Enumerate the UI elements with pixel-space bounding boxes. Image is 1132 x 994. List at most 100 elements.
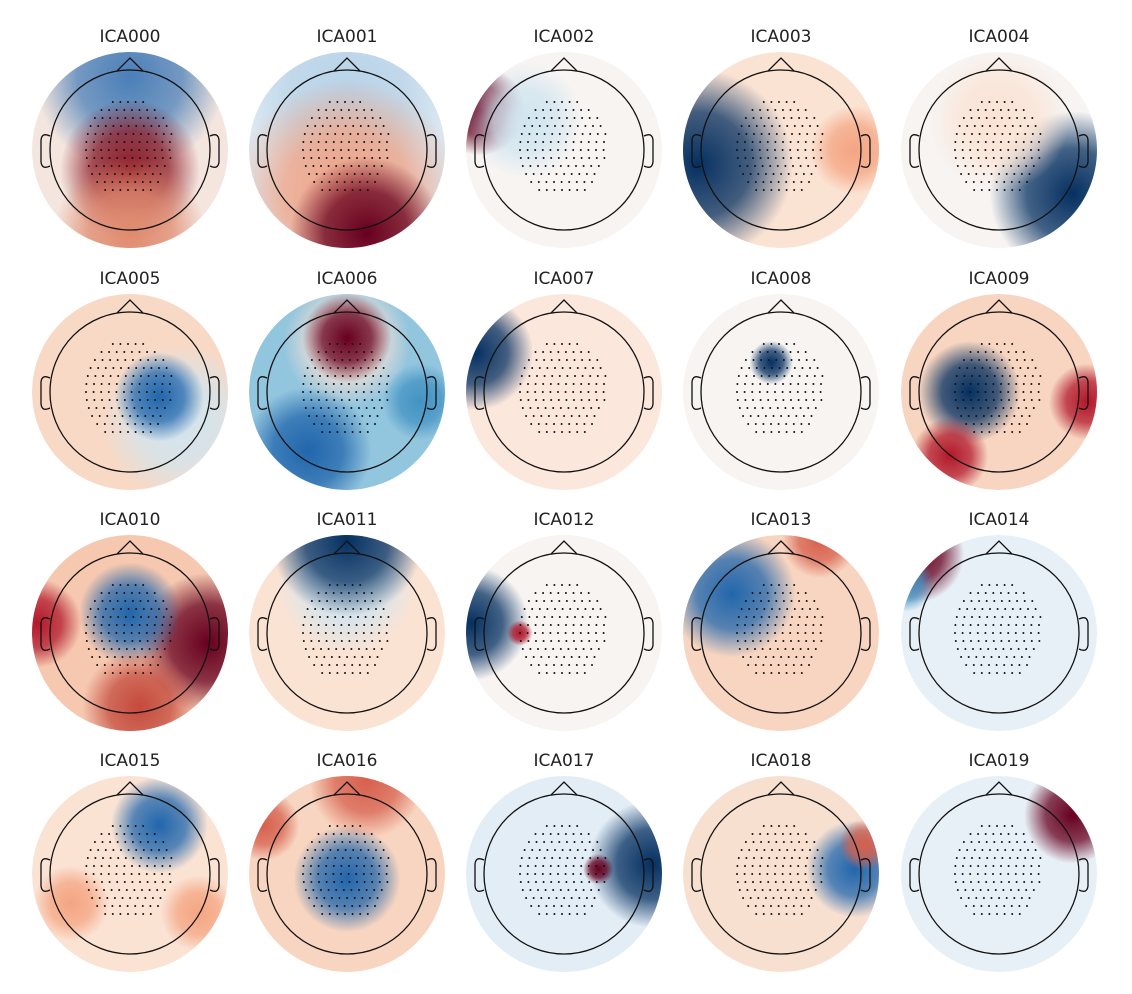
map-title: ICA006 [317,269,378,289]
ear [860,858,871,892]
map-title: ICA002 [534,27,595,47]
electrodes [302,101,390,191]
ear [860,376,871,410]
topomap [249,535,445,731]
ear [909,134,920,168]
nose [550,57,578,72]
ear [257,617,268,651]
electrodes [954,584,1042,674]
nose [767,540,795,555]
head-outline [918,793,1080,955]
head-outline [918,311,1080,473]
electrodes [736,825,824,915]
electrodes [85,584,173,674]
nose [985,299,1013,314]
electrodes [954,101,1042,191]
map-blob [290,156,444,248]
ear [40,134,51,168]
map-title: ICA015 [100,751,161,771]
electrodes [302,825,390,915]
topomap [32,294,228,490]
map-blob [249,789,300,861]
nose [550,781,578,796]
topomap [466,294,662,490]
map-blob [270,535,424,617]
map-blob [466,565,529,681]
electrodes [519,584,607,674]
head-outline [266,793,428,955]
map-blob [53,156,207,248]
electrodes [954,343,1042,433]
head-outline [49,311,211,473]
topomap [901,776,1097,972]
nose [767,299,795,314]
map-title: ICA000 [100,27,161,47]
ear [426,376,437,410]
topomap [32,776,228,972]
topomap [249,776,445,972]
map-title: ICA003 [751,27,812,47]
ear [474,134,485,168]
ear [691,858,702,892]
head-outline [483,552,645,714]
nose [767,781,795,796]
map-blob [160,874,228,952]
map-blob [928,52,1070,191]
ear [860,617,871,651]
map-blob [583,853,614,885]
nose [550,299,578,314]
map-title: ICA001 [317,27,378,47]
electrodes [519,825,607,915]
head-outline [700,552,862,714]
ear [426,858,437,892]
map-blob [32,865,110,942]
ear [426,134,437,168]
ear [643,617,654,651]
map-title: ICA014 [969,510,1030,530]
electrodes [954,825,1042,915]
head-outline [483,311,645,473]
map-title: ICA016 [317,751,378,771]
topomap [683,776,879,972]
electrodes [519,101,607,191]
ear [209,376,220,410]
ear [1078,617,1089,651]
map-blob [683,69,794,248]
map-background [466,535,662,731]
ear [209,134,220,168]
topomap [901,294,1097,490]
map-blob [749,340,793,385]
topomap [249,52,445,248]
map-blob [32,578,82,668]
nose [985,57,1013,72]
ear [860,134,871,168]
ear [209,858,220,892]
head-outline [918,69,1080,231]
ear [257,134,268,168]
map-blob [466,295,534,411]
map-title: ICA010 [100,510,161,530]
ear [1078,134,1089,168]
map-blob [1048,363,1097,441]
topomap [466,52,662,248]
map-title: ICA017 [534,751,595,771]
nose [550,540,578,555]
electrodes [736,584,824,674]
electrodes [736,343,824,433]
ear [40,858,51,892]
map-title: ICA009 [969,269,1030,289]
head-outline [266,311,428,473]
ear [474,858,485,892]
head-outline [49,69,211,231]
topomap [683,294,879,490]
ear [426,617,437,651]
topomap [466,535,662,731]
nose [985,781,1013,796]
ear [643,134,654,168]
map-title: ICA008 [751,269,812,289]
map-title: ICA013 [751,510,812,530]
map-background [683,776,879,972]
map-blob [114,352,204,442]
ear [909,617,920,651]
